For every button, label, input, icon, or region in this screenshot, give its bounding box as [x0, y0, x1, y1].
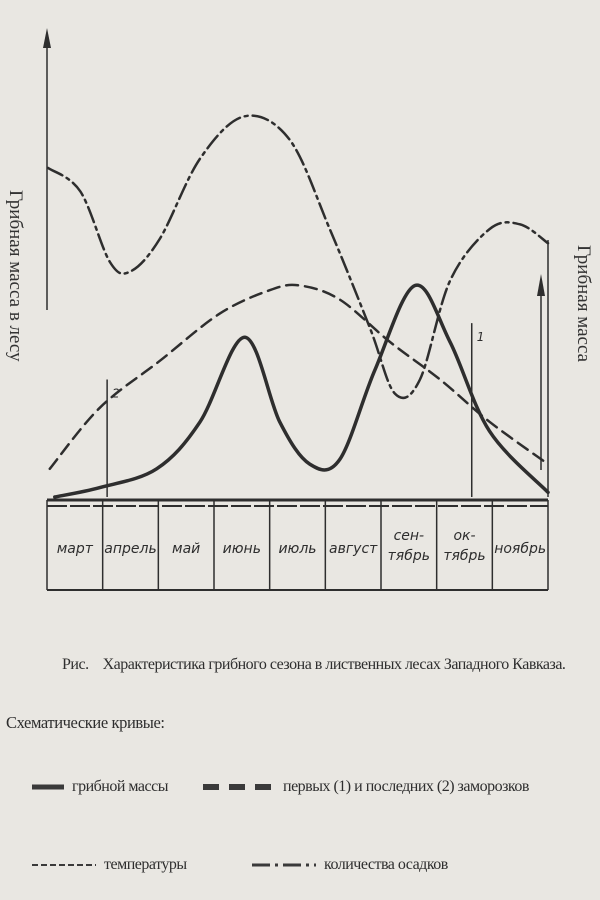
- series-line-1: [48, 283, 550, 471]
- x-tick-label: ок-тябрь: [443, 528, 485, 564]
- legend-swatch-dashed: [32, 864, 96, 866]
- legend-title: Схематические кривые:: [6, 713, 165, 732]
- legend-swatch-thick-dashed: [203, 784, 275, 790]
- right-arrow-head-icon: [537, 274, 545, 296]
- x-tick-label: март: [57, 541, 94, 557]
- figure-caption: Рис. Характеристика грибного сезона в ли…: [62, 656, 566, 673]
- x-tick-label: июль: [278, 541, 316, 557]
- legend-item-mushroom-mass: грибной массы: [32, 778, 168, 796]
- series-line-0: [53, 283, 550, 499]
- legend-label: температуры: [104, 856, 187, 873]
- x-tick-label: май: [172, 541, 200, 557]
- legend-item-frosts: первых (1) и последних (2) заморозков: [203, 778, 529, 796]
- legend-item-temperature: температуры: [32, 856, 187, 874]
- chart: март апрель май июнь июль август сен-тябрь ок-т…: [43, 28, 550, 591]
- y-axis-label-left: Грибная масса в лесу: [5, 190, 26, 362]
- frost-marker-label: 1: [477, 330, 485, 344]
- legend-label: количества осадков: [324, 856, 448, 873]
- x-tick-label: сен-тябрь: [388, 528, 430, 564]
- legend-item-precipitation: количества осадков: [252, 856, 448, 874]
- x-tick-label: август: [329, 541, 378, 557]
- y-axis-label-right: Грибная масса: [573, 245, 594, 363]
- left-arrow-head-icon: [43, 28, 51, 48]
- x-tick-label: июнь: [223, 541, 261, 557]
- legend-swatch-dash-dot: [252, 863, 316, 867]
- series-line-2: [46, 114, 550, 400]
- x-tick-label: ноябрь: [494, 541, 546, 557]
- legend-swatch-solid: [32, 784, 64, 790]
- x-tick-label: апрель: [104, 541, 156, 557]
- legend-label: грибной массы: [72, 778, 168, 795]
- legend-label: первых (1) и последних (2) заморозков: [283, 778, 529, 795]
